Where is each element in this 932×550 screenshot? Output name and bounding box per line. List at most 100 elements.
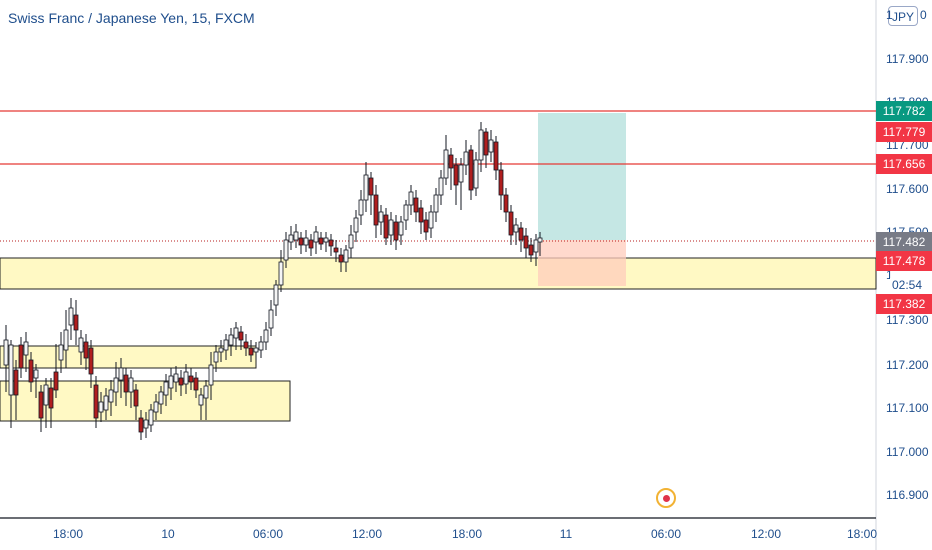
- bullish-candle: [158, 391, 164, 405]
- bearish-candle: [498, 169, 504, 196]
- bullish-candle: [118, 367, 124, 381]
- record-dot-icon[interactable]: [656, 488, 676, 508]
- x-tick: 12:00: [351, 527, 383, 541]
- bullish-candle: [198, 394, 204, 406]
- bullish-candle: [183, 371, 189, 385]
- bullish-candle: [33, 369, 39, 379]
- bullish-candle: [313, 231, 319, 243]
- resistance-price-label[interactable]: 117.779: [876, 122, 932, 142]
- support-zone: [0, 257, 877, 290]
- bullish-candle: [363, 174, 369, 201]
- bearish-candle: [493, 141, 499, 171]
- take-profit-price-label[interactable]: 117.782: [876, 101, 932, 121]
- stop-loss-price-label[interactable]: 117.382: [876, 294, 932, 314]
- bearish-candle: [333, 247, 339, 253]
- bullish-candle: [223, 339, 229, 351]
- bullish-candle: [537, 237, 543, 243]
- current-price-label[interactable]: 117.482: [876, 232, 932, 252]
- currency-button[interactable]: JPY: [888, 6, 918, 26]
- bullish-candle: [353, 217, 359, 233]
- bearish-candle: [423, 219, 429, 233]
- bearish-candle: [308, 239, 314, 249]
- bullish-candle: [533, 239, 539, 253]
- bullish-candle: [513, 224, 519, 233]
- bullish-candle: [8, 344, 14, 396]
- bullish-candle: [478, 129, 484, 161]
- bullish-candle: [323, 237, 329, 243]
- record-dot: [662, 494, 670, 502]
- bullish-candle: [228, 334, 234, 346]
- bullish-candle: [283, 239, 289, 261]
- bearish-candle: [528, 244, 534, 256]
- bullish-candle: [98, 401, 104, 413]
- entry-price-label[interactable]: 117.478: [876, 251, 932, 271]
- bullish-candle: [218, 347, 224, 353]
- x-tick: 06:00: [650, 527, 682, 541]
- bearish-candle: [248, 347, 254, 356]
- bullish-candle: [488, 139, 494, 153]
- bearish-candle: [93, 384, 99, 419]
- bearish-candle: [418, 207, 424, 223]
- bearish-candle: [28, 359, 34, 383]
- symbol-title[interactable]: Swiss Franc / Japanese Yen, 15, FXCM: [8, 10, 255, 26]
- bullish-candle: [443, 149, 449, 179]
- support-zone: [0, 380, 291, 422]
- profit-target-zone: [538, 113, 626, 240]
- bearish-candle: [133, 389, 139, 407]
- x-tick: 18:00: [52, 527, 84, 541]
- bullish-candle: [278, 261, 284, 286]
- bearish-candle: [453, 164, 459, 186]
- bearish-candle: [88, 347, 94, 375]
- bearish-candle: [383, 214, 389, 239]
- bullish-candle: [268, 309, 274, 329]
- bullish-candle: [343, 249, 349, 263]
- resistance-price-label[interactable]: 117.656: [876, 154, 932, 174]
- bullish-candle: [358, 199, 364, 216]
- x-tick: 18:00: [451, 527, 483, 541]
- y-tick-partial-right: 0: [920, 8, 927, 22]
- bullish-candle: [253, 347, 259, 353]
- y-tick-partial: 1: [886, 8, 893, 22]
- bullish-candle: [458, 164, 464, 183]
- bullish-candle: [68, 307, 74, 326]
- y-tick: 117.000: [886, 445, 929, 459]
- bullish-candle: [103, 395, 109, 411]
- bullish-candle: [433, 194, 439, 213]
- bullish-candle: [473, 159, 479, 189]
- bullish-candle: [378, 211, 384, 223]
- bearish-candle: [298, 237, 304, 246]
- y-tick: 117.600: [886, 182, 929, 196]
- bullish-candle: [203, 385, 209, 399]
- bearish-candle: [483, 131, 489, 156]
- bullish-candle: [208, 364, 214, 386]
- bearish-candle: [368, 177, 374, 196]
- y-tick: 116.900: [886, 488, 929, 502]
- bearish-candle: [328, 239, 334, 247]
- bullish-candle: [128, 377, 134, 393]
- bearish-candle: [123, 374, 129, 393]
- bullish-candle: [398, 221, 404, 236]
- bullish-candle: [153, 401, 159, 413]
- bearish-candle: [503, 194, 509, 213]
- bullish-candle: [113, 377, 119, 393]
- bearish-candle: [178, 377, 184, 386]
- bullish-candle: [23, 341, 29, 356]
- bearish-candle: [413, 197, 419, 213]
- bullish-candle: [273, 284, 279, 306]
- bearish-candle: [13, 369, 19, 396]
- bullish-candle: [293, 231, 299, 241]
- x-tick: 10: [161, 527, 175, 541]
- bullish-candle: [173, 373, 179, 383]
- bearish-candle: [83, 341, 89, 359]
- x-tick: 12:00: [750, 527, 782, 541]
- y-tick-partial: 1: [886, 268, 893, 282]
- bullish-candle: [168, 375, 174, 389]
- bullish-candle: [263, 329, 269, 343]
- bearish-candle: [188, 375, 194, 383]
- bearish-candle: [48, 387, 54, 409]
- bullish-candle: [3, 339, 9, 366]
- bullish-candle: [143, 419, 149, 429]
- bullish-candle: [213, 351, 219, 363]
- bullish-candle: [163, 381, 169, 396]
